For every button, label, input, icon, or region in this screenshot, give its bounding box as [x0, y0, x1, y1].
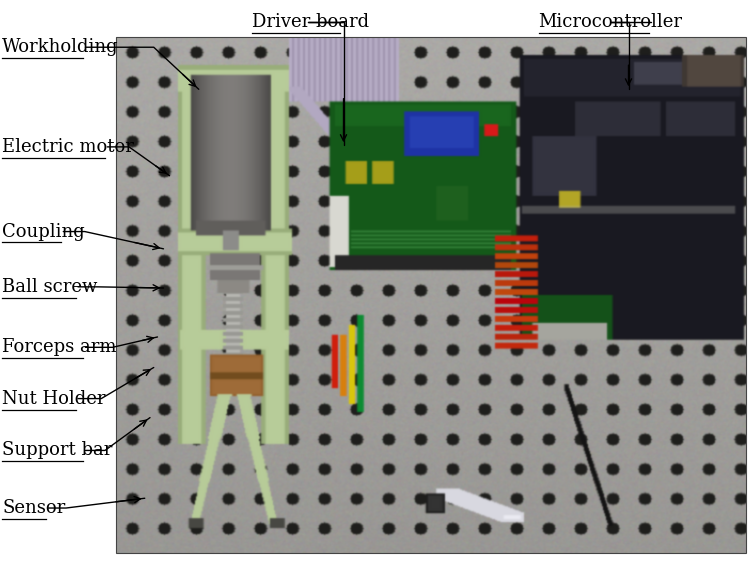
Text: Microcontroller: Microcontroller: [538, 13, 682, 31]
Text: Nut Holder: Nut Holder: [2, 389, 106, 408]
Text: Coupling: Coupling: [2, 222, 85, 241]
Bar: [116, 37, 746, 553]
Text: Ball screw: Ball screw: [2, 278, 98, 296]
Text: Support bar: Support bar: [2, 441, 112, 460]
Text: Forceps arm: Forceps arm: [2, 338, 117, 357]
Text: Sensor: Sensor: [2, 499, 65, 517]
Text: Driver board: Driver board: [252, 13, 369, 31]
Text: Workholding: Workholding: [2, 38, 118, 56]
Text: Electric motor: Electric motor: [2, 138, 134, 156]
